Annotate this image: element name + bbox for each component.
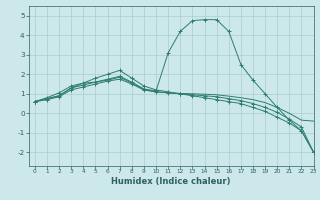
X-axis label: Humidex (Indice chaleur): Humidex (Indice chaleur)	[111, 177, 231, 186]
